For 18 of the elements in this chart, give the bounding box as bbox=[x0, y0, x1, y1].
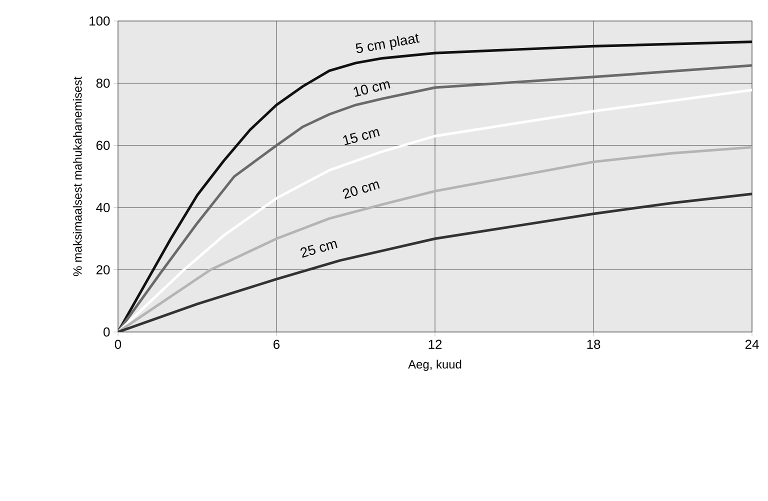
x-tick-label: 6 bbox=[274, 340, 280, 349]
y-axis-title: % maksimaalsest mahukahanemisest bbox=[73, 76, 82, 276]
x-tick-label: 18 bbox=[587, 340, 600, 349]
text: 25 cm bbox=[300, 240, 338, 258]
x-tick-label: 24 bbox=[745, 340, 759, 349]
x-axis-title: Aeg, kuud bbox=[408, 360, 462, 371]
x-tick-label: 0 bbox=[114, 340, 122, 349]
text: 10 cm bbox=[354, 81, 390, 97]
y-tick-label: 0 bbox=[104, 327, 110, 337]
text: 15 cm bbox=[343, 129, 380, 146]
y-tick-label: 40 bbox=[96, 203, 110, 212]
y-tick-label: 60 bbox=[96, 140, 110, 150]
y-tick-label: 100 bbox=[90, 16, 110, 26]
text: 20 cm bbox=[342, 182, 380, 199]
text: 5 cm plaat bbox=[356, 34, 420, 54]
y-tick-label: 80 bbox=[96, 78, 110, 88]
y-tick-label: 20 bbox=[96, 265, 110, 274]
x-tick-label: 12 bbox=[428, 340, 442, 349]
